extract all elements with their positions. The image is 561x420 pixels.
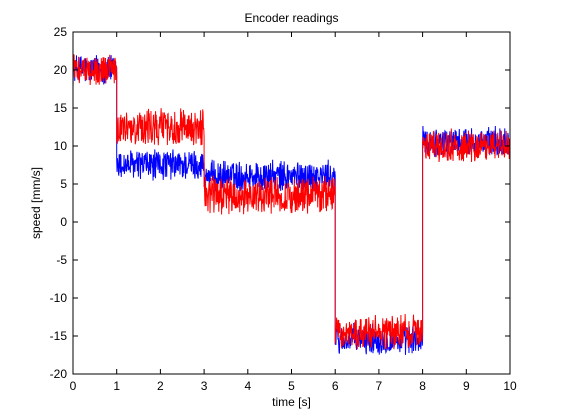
y-tick-label: -5 (56, 253, 67, 267)
y-tick-label: 25 (54, 25, 68, 39)
y-tick-label: 0 (60, 215, 67, 229)
y-tick-label: 20 (54, 63, 68, 77)
x-tick-label: 8 (419, 379, 426, 393)
chart-title: Encoder readings (244, 11, 338, 25)
x-tick-label: 1 (113, 379, 120, 393)
series-layer (72, 54, 511, 355)
y-tick-label: 5 (60, 177, 67, 191)
x-tick-label: 5 (288, 379, 295, 393)
y-tick-label: -20 (50, 367, 68, 381)
x-tick-label: 2 (157, 379, 164, 393)
x-tick-label: 10 (503, 379, 517, 393)
y-tick-label: -10 (50, 291, 68, 305)
y-tick-label: 15 (54, 101, 68, 115)
x-tick-label: 6 (332, 379, 339, 393)
series-red-line (72, 54, 511, 350)
x-axis-label: time [s] (272, 395, 311, 409)
y-tick-label: 10 (54, 139, 68, 153)
y-tick-label: -15 (50, 329, 68, 343)
x-tick-label: 9 (463, 379, 470, 393)
x-tick-label: 7 (376, 379, 383, 393)
x-tick-label: 4 (244, 379, 251, 393)
x-tick-label: 3 (201, 379, 208, 393)
plot-frame (72, 31, 511, 375)
y-axis-label: speed [mm/s] (29, 167, 43, 239)
tick-layer: 0 1 2 3 4 5 6 7 8 9 10 -20 -15 -10 -5 0 5 10 15 20 25 (50, 25, 517, 393)
x-tick-label: 0 (70, 379, 77, 393)
